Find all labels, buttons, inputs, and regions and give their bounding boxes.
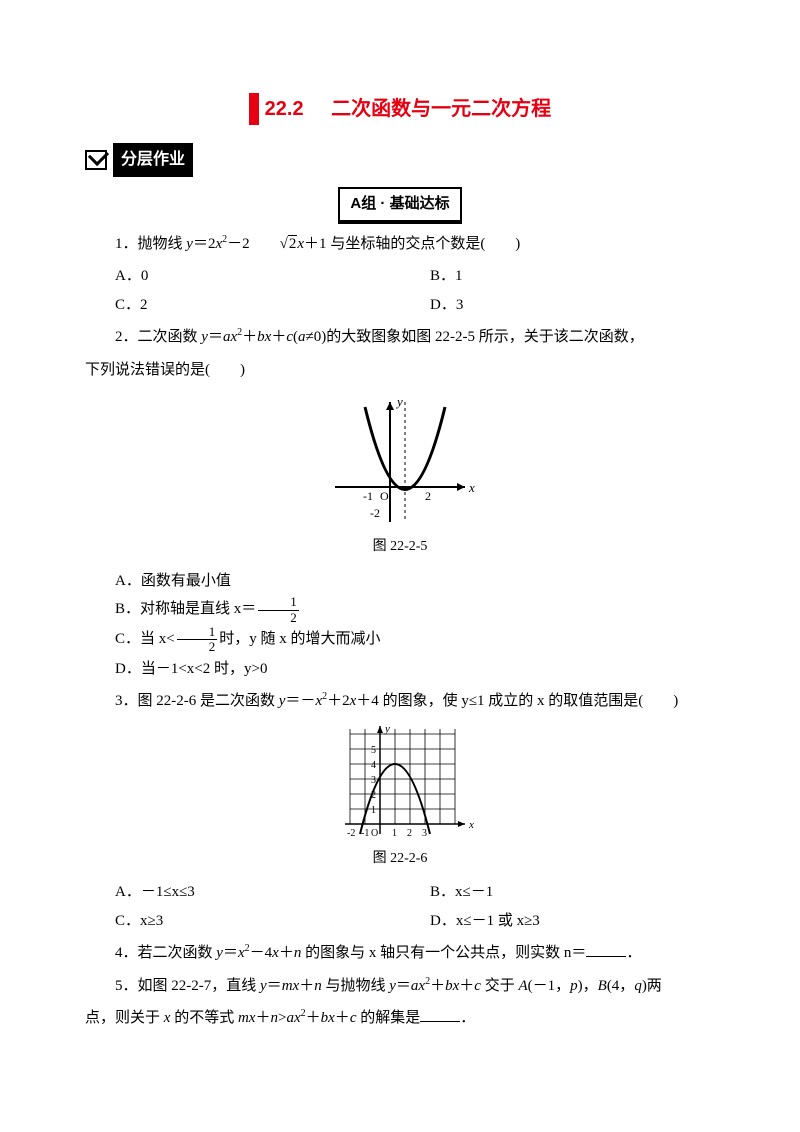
- svg-text:-1: -1: [361, 828, 369, 839]
- q3-options: A．－1≤x≤3 B．x≤－1 C．x≥3 D．x≤－1 或 x≥3: [85, 878, 715, 935]
- q4-prefix: 4．若二次函数: [115, 945, 216, 961]
- q1-suffix: 与坐标轴的交点个数是( ): [327, 236, 521, 252]
- q2-opt-b: B．对称轴是直线 x＝12: [85, 595, 715, 625]
- question-2: 2．二次函数 y＝ax2＋bx＋c(a≠0)的大致图象如图 22-2-5 所示，…: [85, 323, 715, 352]
- svg-text:y: y: [395, 394, 403, 409]
- q4-suffix: 的图象与 x 轴只有一个公共点，则实数 n＝: [301, 945, 586, 961]
- svg-text:-1: -1: [363, 489, 373, 503]
- svg-text:5: 5: [371, 745, 376, 756]
- svg-text:-2: -2: [347, 828, 355, 839]
- svg-text:x: x: [468, 819, 474, 831]
- q2-line2: 下列说法错误的是( ): [85, 356, 715, 385]
- svg-text:4: 4: [371, 760, 376, 771]
- svg-text:O: O: [380, 489, 389, 503]
- q5-end: ．: [460, 1010, 475, 1026]
- q3-opt-c: C．x≥3: [85, 907, 400, 936]
- q1-opt-a: A．0: [85, 262, 400, 291]
- q1-prefix: 1．抛物线: [115, 236, 186, 252]
- parabola-graph-icon: x y O -1 2 -2: [325, 392, 475, 532]
- svg-text:x: x: [468, 480, 475, 495]
- layered-homework-badge: 分层作业: [113, 143, 193, 177]
- q3-opt-a: A．－1≤x≤3: [85, 878, 400, 907]
- question-5-line2: 点，则关于 x 的不等式 mx＋n>ax2＋bx＋c 的解集是．: [85, 1004, 715, 1033]
- svg-text:y: y: [384, 724, 390, 735]
- group-a-heading: A组 · 基础达标: [338, 187, 461, 222]
- layered-homework-row: 分层作业: [85, 143, 715, 177]
- q4-end: ．: [626, 945, 641, 961]
- checkbox-icon: [85, 150, 107, 170]
- q1-opt-d: D．3: [400, 291, 715, 320]
- q1-opt-c: C．2: [85, 291, 400, 320]
- q2-prefix: 2．二次函数: [115, 329, 201, 345]
- figure-22-2-5-caption: 图 22-2-5: [85, 534, 715, 561]
- group-a-row: A组 · 基础达标: [85, 187, 715, 222]
- q3-opt-b: B．x≤－1: [400, 878, 715, 907]
- q2-opt-c-prefix: C．当 x<: [115, 631, 175, 647]
- q2-suffix: 的大致图象如图 22-2-5 所示，关于该二次函数，: [326, 329, 644, 345]
- svg-text:1: 1: [371, 805, 376, 816]
- svg-text:1: 1: [392, 828, 397, 839]
- section-title: 22.2 二次函数与一元二次方程: [85, 90, 715, 128]
- q2-opt-d: D．当－1<x<2 时，y>0: [85, 655, 715, 684]
- figure-22-2-6: x y O -2-1 123 12 345: [85, 724, 715, 844]
- svg-text:3: 3: [422, 828, 427, 839]
- q1-options: A．0 B．1 C．2 D．3: [85, 262, 715, 319]
- q3-prefix: 3．图 22-2-6 是二次函数: [115, 693, 279, 709]
- q1-opt-b: B．1: [400, 262, 715, 291]
- blank-icon: [420, 1007, 460, 1022]
- title-text: [307, 98, 327, 120]
- question-4: 4．若二次函数 y＝x2－4x＋n 的图象与 x 轴只有一个公共点，则实数 n＝…: [85, 939, 715, 968]
- svg-text:2: 2: [407, 828, 412, 839]
- title-main: 二次函数与一元二次方程: [331, 98, 551, 120]
- title-number: 22.2: [265, 98, 304, 120]
- title-bar-icon: [249, 93, 259, 125]
- question-1: 1．抛物线 y＝2x2－22x＋1 与坐标轴的交点个数是( ): [85, 230, 715, 259]
- question-3: 3．图 22-2-6 是二次函数 y＝－x2＋2x＋4 的图象，使 y≤1 成立…: [85, 687, 715, 716]
- figure-22-2-6-caption: 图 22-2-6: [85, 846, 715, 873]
- q2-opt-c-suffix: 时，y 随 x 的增大而减小: [219, 631, 380, 647]
- blank-icon: [586, 942, 626, 957]
- question-5-line1: 5．如图 22-2-7，直线 y＝mx＋n 与抛物线 y＝ax2＋bx＋c 交于…: [85, 972, 715, 1001]
- svg-text:2: 2: [425, 489, 431, 503]
- q2-opt-a: A．函数有最小值: [85, 567, 715, 596]
- figure-22-2-5: x y O -1 2 -2: [85, 392, 715, 532]
- svg-text:-2: -2: [370, 506, 380, 520]
- q2-opt-c: C．当 x<12时，y 随 x 的增大而减小: [85, 625, 715, 655]
- q2-opt-b-prefix: B．对称轴是直线 x＝: [115, 602, 256, 618]
- q3-opt-d: D．x≤－1 或 x≥3: [400, 907, 715, 936]
- svg-text:O: O: [371, 828, 378, 839]
- grid-parabola-icon: x y O -2-1 123 12 345: [325, 724, 475, 844]
- q3-suffix: 的图象，使 y≤1 成立的 x 的取值范围是( ): [379, 693, 678, 709]
